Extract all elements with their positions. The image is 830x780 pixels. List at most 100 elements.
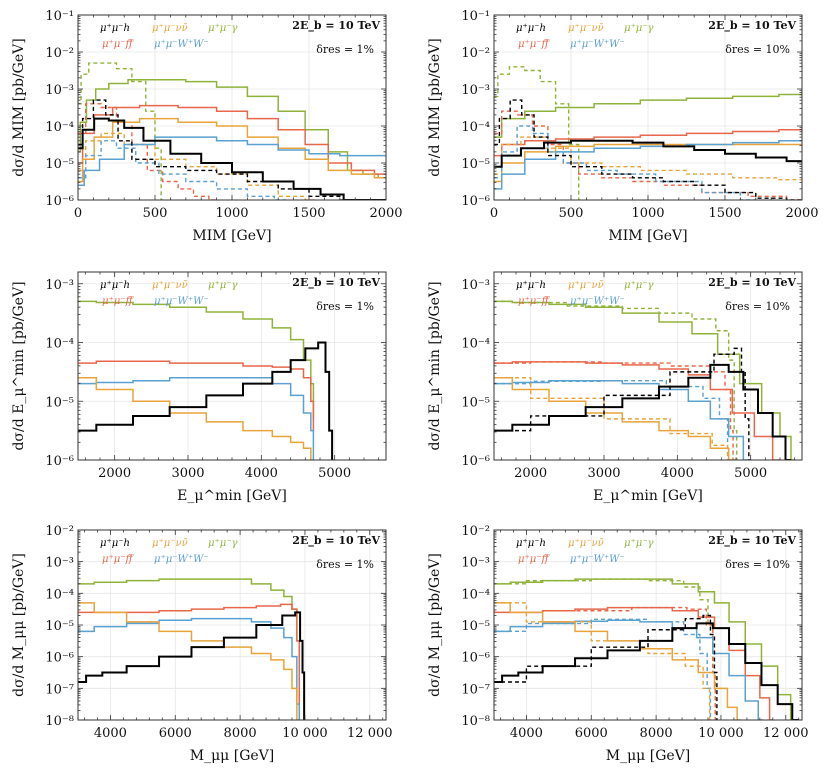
chart-panel-1: 0 500 1000 1500 2000 10⁻⁶ 10⁻⁵ 10⁻⁴ 10⁻³ 10⁻² 10⁻¹… <box>11 9 403 244</box>
legend-gamma: μ⁺μ⁻γ <box>208 280 238 291</box>
series-vv-solid <box>78 377 313 460</box>
series-h-solid <box>494 139 802 168</box>
x-tick-label: 2000 <box>369 206 402 221</box>
series-group <box>78 578 306 720</box>
x-tick-label: 1000 <box>215 206 248 221</box>
x-tick-label: 5000 <box>734 466 767 481</box>
legend-ff: μ⁺μ⁻ff̄ <box>518 39 551 50</box>
legend-ff: μ⁺μ⁻ff̄ <box>518 554 551 565</box>
legend-gamma: μ⁺μ⁻γ <box>624 538 654 549</box>
y-tick-label: 10⁻⁶ <box>45 454 74 469</box>
series-group <box>78 300 334 460</box>
legend-gamma: μ⁺μ⁻γ <box>208 538 238 549</box>
y-tick-label: 10⁻¹ <box>461 9 490 24</box>
y-axis-label: dσ/d MIM [pb/GeV] <box>11 38 27 176</box>
x-tick-label: 2000 <box>785 206 818 221</box>
x-tick-label: 8000 <box>640 726 673 741</box>
series-gamma-solid <box>494 300 795 460</box>
y-tick-label: 10⁻² <box>45 524 74 539</box>
y-tick-label: 10⁻⁵ <box>45 157 74 172</box>
series-vv-solid <box>494 602 741 720</box>
legend-gamma: μ⁺μ⁻γ <box>208 23 238 34</box>
x-tick-label: 1500 <box>708 206 741 221</box>
series-group <box>494 300 795 460</box>
series-group <box>494 578 799 720</box>
y-tick-label: 10⁻³ <box>461 83 490 98</box>
series-ww-solid <box>78 136 386 186</box>
y-tick-label: 10⁻⁷ <box>45 682 74 697</box>
x-tick-label: 0 <box>74 206 82 221</box>
legend-h: μ⁺μ⁻h <box>516 280 546 291</box>
series-ff-solid <box>494 606 773 720</box>
y-tick-label: 10⁻⁴ <box>45 120 74 135</box>
y-tick-label: 10⁻² <box>45 46 74 61</box>
y-tick-label: 10⁻⁵ <box>461 395 490 410</box>
series-h-solid <box>494 622 799 720</box>
energy-label: 2E_b = 10 TeV <box>708 19 796 33</box>
legend-ff: μ⁺μ⁻ff̄ <box>102 554 135 565</box>
series-ff-solid <box>78 360 315 432</box>
y-tick-label: 10⁻⁴ <box>461 337 490 352</box>
x-tick-label: 4000 <box>510 726 543 741</box>
x-tick-label: 4000 <box>661 466 694 481</box>
legend-ff: μ⁺μ⁻ff̄ <box>102 296 135 307</box>
series-ff-solid <box>78 104 386 175</box>
energy-label: 2E_b = 10 TeV <box>292 19 380 33</box>
y-tick-label: 10⁻⁴ <box>461 120 490 135</box>
x-tick-label: 500 <box>559 206 584 221</box>
y-axis-label: dσ/d M_μμ [pb/GeV] <box>11 553 27 697</box>
resolution-label: δres = 1% <box>316 300 374 313</box>
x-tick-label: 10 000 <box>282 726 328 741</box>
y-tick-label: 10⁻¹ <box>45 9 74 24</box>
y-tick-label: 10⁻⁶ <box>461 454 490 469</box>
y-tick-label: 10⁻² <box>461 524 490 539</box>
y-axis-label: dσ/d MIM [pb/GeV] <box>427 38 443 176</box>
series-group <box>78 62 386 200</box>
x-tick-label: 500 <box>143 206 168 221</box>
x-axis-label: MIM [GeV] <box>192 228 271 244</box>
series-group <box>494 66 802 200</box>
series-h-solid <box>494 363 791 460</box>
x-tick-label: 12 000 <box>347 726 393 741</box>
x-tick-label: 4000 <box>94 726 127 741</box>
legend-h: μ⁺μ⁻h <box>516 23 546 34</box>
chart-panel-4: 2000 3000 4000 5000 10⁻⁶ 10⁻⁵ 10⁻⁴ 10⁻³ E_μ^min … <box>427 271 803 504</box>
series-gamma-solid <box>78 578 301 720</box>
x-tick-label: 10 000 <box>698 726 744 741</box>
series-ff-solid <box>78 603 301 720</box>
legend-gamma: μ⁺μ⁻γ <box>624 280 654 291</box>
y-tick-label: 10⁻⁸ <box>461 714 490 729</box>
x-tick-label: 12 000 <box>763 726 809 741</box>
y-tick-label: 10⁻³ <box>461 278 490 293</box>
x-tick-label: 1000 <box>631 206 664 221</box>
energy-label: 2E_b = 10 TeV <box>708 534 796 548</box>
series-gamma-dashed <box>494 578 717 720</box>
series-vv-dashed <box>494 377 731 460</box>
x-tick-label: 2000 <box>98 466 131 481</box>
series-h-solid <box>78 117 386 200</box>
y-tick-label: 10⁻⁵ <box>45 619 74 634</box>
legend-ww: μ⁺μ⁻W⁺W⁻ <box>570 39 625 50</box>
x-tick-label: 8000 <box>224 726 257 741</box>
y-axis-label: dσ/d E_μ^min [pb/GeV] <box>427 281 443 450</box>
x-axis-label: M_μμ [GeV] <box>190 748 275 764</box>
series-gamma-dashed <box>494 66 584 200</box>
resolution-label: δres = 10% <box>725 300 790 313</box>
series-ww-dashed <box>494 379 731 460</box>
legend-ww: μ⁺μ⁻W⁺W⁻ <box>570 296 625 307</box>
y-tick-label: 10⁻³ <box>45 556 74 571</box>
legend-vv: μ⁺μ⁻νν̄ <box>568 538 604 549</box>
legend-ww: μ⁺μ⁻W⁺W⁻ <box>154 296 209 307</box>
y-axis-label: dσ/d M_μμ [pb/GeV] <box>427 553 443 697</box>
series-gamma-solid <box>78 300 315 420</box>
x-tick-label: 5000 <box>318 466 351 481</box>
series-vv-solid <box>494 377 736 460</box>
y-tick-label: 10⁻³ <box>45 278 74 293</box>
x-tick-label: 1500 <box>292 206 325 221</box>
x-axis-label: M_μμ [GeV] <box>606 748 691 764</box>
x-tick-label: 3000 <box>171 466 204 481</box>
y-tick-label: 10⁻⁴ <box>45 587 74 602</box>
x-axis-label: E_μ^min [GeV] <box>177 488 287 504</box>
series-vv-solid <box>78 602 299 720</box>
